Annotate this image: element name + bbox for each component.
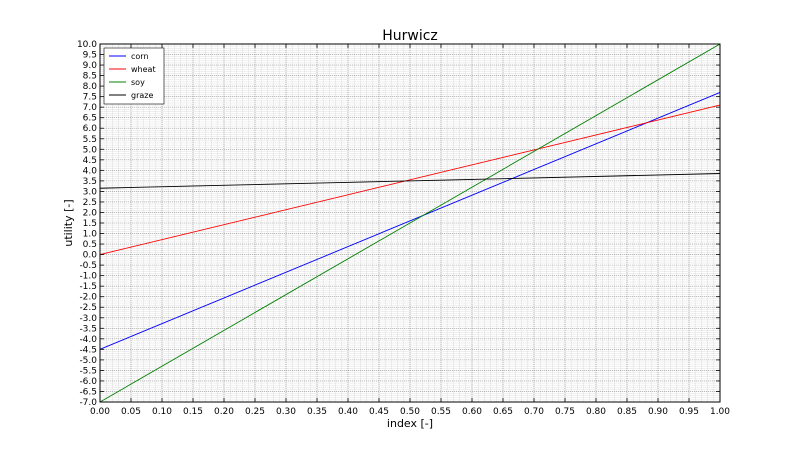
x-tick-label: 0.10 (152, 407, 172, 417)
x-tick-label: 0.45 (369, 407, 389, 417)
y-tick-label: 4.5 (83, 156, 97, 166)
x-tick-label: 0.60 (462, 407, 482, 417)
x-axis: 0.00 0.05 0.10 0.15 0.20 0.25 0.30 0.35 0.40 0.45… (90, 44, 730, 417)
y-tick-label: 10.0 (77, 40, 97, 50)
y-tick-label: 8.5 (83, 72, 97, 82)
series-line-graze (99, 173, 721, 189)
y-tick-label: 3.0 (83, 187, 98, 197)
series-line-wheat (99, 104, 721, 256)
y-axis: -7.0-6.5-6.0-5.5-5.0-4.5-4.0-3.5-3.0-2.5… (77, 40, 720, 408)
y-tick-label: 0.0 (83, 251, 98, 261)
y-tick-label: -5.0 (79, 356, 97, 366)
y-tick-label: 2.0 (83, 208, 98, 218)
x-tick-label: 0.35 (307, 407, 327, 417)
y-tick-label: -0.5 (79, 261, 97, 271)
y-tick-label: 3.5 (83, 177, 97, 187)
y-tick-label: -4.0 (79, 335, 97, 345)
x-tick-label: 0.00 (90, 407, 110, 417)
legend-label-corn: corn (131, 52, 149, 61)
x-tick-label: 0.25 (245, 407, 265, 417)
x-tick-label: 0.50 (400, 407, 420, 417)
y-tick-label: 8.0 (83, 82, 98, 92)
series-layer (99, 43, 721, 403)
y-tick-label: 1.0 (83, 230, 98, 240)
x-axis-label: index [-] (387, 417, 433, 430)
x-tick-label: 0.75 (555, 407, 575, 417)
x-tick-label: 0.20 (214, 407, 234, 417)
y-tick-label: 6.5 (83, 114, 97, 124)
y-tick-label: 4.0 (83, 166, 98, 176)
y-tick-label: 6.0 (83, 124, 98, 134)
series-line-corn (99, 92, 721, 350)
y-tick-label: 7.0 (83, 103, 98, 113)
x-tick-label: 0.80 (586, 407, 606, 417)
x-tick-label: 0.85 (617, 407, 637, 417)
y-tick-label: -7.0 (79, 398, 97, 408)
series-line-soy (99, 43, 721, 403)
x-tick-label: 0.70 (524, 407, 544, 417)
y-tick-label: -2.5 (79, 303, 97, 313)
y-tick-label: 2.5 (83, 198, 97, 208)
legend-label-wheat: wheat (131, 65, 156, 74)
x-tick-label: 0.65 (493, 407, 513, 417)
y-tick-label: 0.5 (83, 240, 97, 250)
y-tick-label: 1.5 (83, 219, 97, 229)
y-tick-label: 9.0 (83, 61, 98, 71)
x-tick-label: 0.90 (648, 407, 668, 417)
y-tick-label: 7.5 (83, 93, 97, 103)
legend-label-graze: graze (131, 91, 153, 100)
x-tick-label: 0.95 (679, 407, 699, 417)
legend: corn wheat soy graze (103, 47, 165, 105)
y-axis-label: utility [-] (62, 199, 75, 246)
y-tick-label: -6.5 (79, 387, 97, 397)
x-tick-label: 0.55 (431, 407, 451, 417)
y-tick-label: -4.5 (79, 345, 97, 355)
x-tick-label: 1.00 (710, 407, 730, 417)
y-tick-label: -2.0 (79, 293, 97, 303)
x-tick-label: 0.15 (183, 407, 203, 417)
x-tick-label: 0.05 (121, 407, 141, 417)
y-tick-label: -1.0 (79, 272, 97, 282)
y-tick-label: -3.0 (79, 314, 97, 324)
legend-label-soy: soy (131, 78, 145, 87)
y-tick-label: -3.5 (79, 324, 97, 334)
y-tick-label: -5.5 (79, 366, 97, 376)
y-tick-label: 5.5 (83, 135, 97, 145)
y-tick-label: -1.5 (79, 282, 97, 292)
chart-title: Hurwicz (382, 28, 438, 44)
y-tick-label: -6.0 (79, 377, 97, 387)
x-tick-label: 0.40 (338, 407, 358, 417)
y-tick-label: 5.0 (83, 145, 98, 155)
x-tick-label: 0.30 (276, 407, 296, 417)
y-tick-label: 9.5 (83, 51, 97, 61)
